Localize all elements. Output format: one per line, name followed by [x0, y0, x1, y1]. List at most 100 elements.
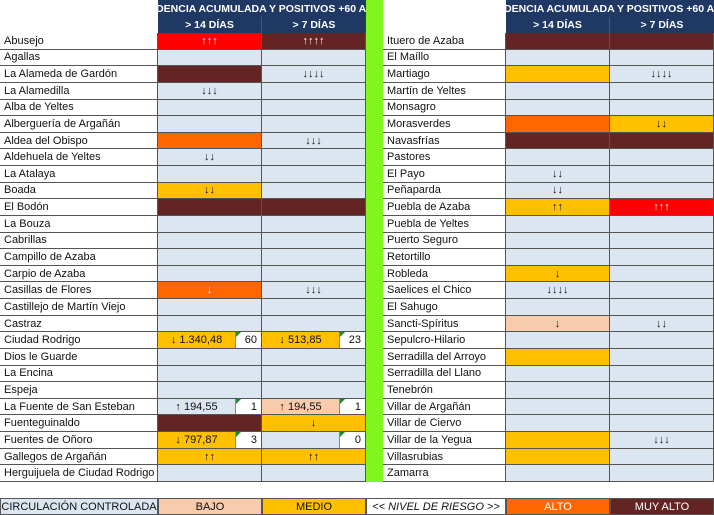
municipality-name: El Payo — [383, 166, 506, 183]
cell-7-dias — [262, 199, 366, 216]
cell-14-dias — [506, 415, 610, 433]
cell-7-dias — [610, 382, 714, 399]
header-col14-left: > 14 DÍAS — [158, 17, 262, 33]
municipality-name: Castraz — [0, 315, 158, 333]
trend-value: ↓ — [310, 417, 317, 430]
cell-14-dias: ↓ — [506, 315, 610, 333]
municipality-name: Aldehuela de Yeltes — [0, 149, 158, 167]
municipality-name: Abusejo — [0, 33, 158, 50]
cell-7-dias: ↓↓ — [610, 116, 714, 133]
cell-7-dias — [262, 465, 366, 482]
table-row: Ciudad Rodrigo ↓ 1.340,48 60 ↓ 513,85 23 — [0, 332, 366, 349]
trend-value: ↓↓ — [656, 117, 667, 130]
cell-7-dias: ↓↓↓ — [262, 132, 366, 150]
table-row: Retortillo — [383, 249, 714, 266]
municipality-name: Aldea del Obispo — [0, 132, 158, 150]
table-row: Boada ↓↓ — [0, 182, 366, 200]
cell-7-dias — [610, 299, 714, 316]
cell-7-dias — [262, 99, 366, 117]
cell-7-dias: ↑↑ — [262, 448, 366, 466]
table-row: Agallas — [0, 49, 366, 67]
cell-7-dias: ↓ — [262, 415, 366, 433]
table-row: Campillo de Azaba — [0, 249, 366, 266]
municipality-name: Zamarra — [383, 465, 506, 482]
municipality-name: Puerto Seguro — [383, 232, 506, 250]
cell-7-dias — [262, 49, 366, 67]
cell-7-dias — [610, 282, 714, 300]
cell-14-dias — [158, 249, 262, 266]
table-row: Fuenteguinaldo ↓ — [0, 415, 366, 433]
municipality-name: Boada — [0, 182, 158, 200]
table-row: Puerto Seguro — [383, 232, 714, 250]
municipality-name: El Sahugo — [383, 299, 506, 316]
cell-14-dias — [506, 82, 610, 100]
municipality-name: Villar de la Yegua — [383, 432, 506, 449]
municipality-name: Robleda — [383, 265, 506, 283]
cell-7-dias — [262, 116, 366, 133]
table-row: Pastores — [383, 149, 714, 167]
table-row: Aldea del Obispo ↓↓↓ — [0, 132, 366, 150]
table-row: Morasverdes ↓↓ — [383, 116, 714, 133]
table-row: El Bodón — [0, 199, 366, 216]
cell-14-dias — [506, 149, 610, 167]
municipality-name: Espeja — [0, 382, 158, 399]
cell-7-dias — [262, 215, 366, 233]
cell-7-dias — [262, 182, 366, 200]
trend-value: ↓↓ — [552, 184, 563, 197]
table-row: Puebla de Yeltes — [383, 215, 714, 233]
municipality-name: El Maíllo — [383, 49, 506, 67]
table-row: El Sahugo — [383, 299, 714, 316]
trend-value: ↓↓↓↓ — [546, 284, 569, 297]
table-row: La Alameda de Gardón ↓↓↓↓ — [0, 66, 366, 83]
table-row: Dios le Guarde — [0, 348, 366, 366]
municipality-name: Martiago — [383, 66, 506, 83]
table-row: Navasfrías — [383, 132, 714, 150]
table-row: Sancti-Spíritus ↓ ↓↓ — [383, 315, 714, 333]
trend-value: ↓ — [554, 267, 561, 280]
table-row: La Encina — [0, 365, 366, 383]
table-row: Gallegos de Argañán ↑↑ ↑↑ — [0, 448, 366, 466]
cell-7-dias — [262, 299, 366, 316]
cell-14-dias: ↓ 1.340,48 60 — [158, 332, 262, 349]
cell-7-dias — [610, 415, 714, 433]
table-row: Carpio de Azaba — [0, 265, 366, 283]
table-row: Alba de Yeltes — [0, 99, 366, 117]
municipality-name: Puebla de Azaba — [383, 199, 506, 216]
cell-14-dias: ↓↓ — [506, 182, 610, 200]
table-row: Serradilla del Arroyo — [383, 348, 714, 366]
cell-7-dias — [610, 99, 714, 117]
cell-14-dias — [506, 348, 610, 366]
cell-14-dias — [506, 398, 610, 416]
cell-7-dias — [262, 82, 366, 100]
cell-7-dias — [610, 265, 714, 283]
cell-14-dias: ↑↑↑ — [158, 33, 262, 50]
municipality-name: Agallas — [0, 49, 158, 67]
table-row: Alberguería de Argañán — [0, 116, 366, 133]
table-row: Castraz — [0, 315, 366, 333]
trend-value: ↓↓↓↓ — [650, 68, 673, 81]
table-row: El Payo ↓↓ — [383, 166, 714, 183]
cell-14-dias — [506, 116, 610, 133]
table-row: Peñaparda ↓↓ — [383, 182, 714, 200]
cell-14-dias — [158, 382, 262, 399]
legend-controlada: CIRCULACIÓN CONTROLADA — [0, 498, 158, 515]
trend-value: ↓↓ — [552, 167, 563, 180]
table-row: Espeja — [0, 382, 366, 399]
cell-7-dias: ↑ 194,55 1 — [262, 398, 366, 416]
cell-14-dias — [158, 365, 262, 383]
municipality-name: Serradilla del Arroyo — [383, 348, 506, 366]
cell-7-dias: ↓↓↓↓ — [610, 66, 714, 83]
table-row: Tenebrón — [383, 382, 714, 399]
header-title-left: INCIDENCIA ACUMULADA Y POSITIVOS +60 AÑO… — [158, 0, 366, 17]
trend-value: ↓ 1.340,48 — [170, 334, 223, 347]
table-row: Villar de Ciervo — [383, 415, 714, 433]
trend-value: ↑ 194,55 — [175, 400, 218, 413]
cell-14-dias: ↓ — [506, 265, 610, 283]
legend-nivel-riesgo: << NIVEL DE RIESGO >> — [366, 498, 506, 515]
table-row: Puebla de Azaba ↑↑ ↑↑↑ — [383, 199, 714, 216]
cell-14-dias: ↓ 797,87 3 — [158, 432, 262, 449]
cell-7-dias: ↓↓ — [610, 315, 714, 333]
cell-7-dias — [610, 365, 714, 383]
cell-7-dias — [610, 249, 714, 266]
positive-count: 23 — [339, 332, 365, 348]
